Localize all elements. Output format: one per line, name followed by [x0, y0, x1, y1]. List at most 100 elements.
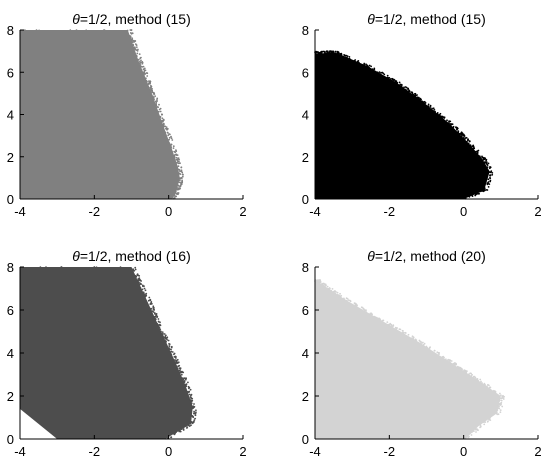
subplot-4-x-tick-label: 2 [534, 444, 541, 459]
subplot-2-point [383, 73, 386, 76]
subplot-2-point [487, 186, 490, 188]
subplot-1-point [140, 59, 142, 62]
subplot-4-point [499, 392, 501, 395]
subplot-1-point [151, 91, 154, 94]
subplot-3-point [141, 284, 144, 287]
subplot-1: -4 -2 0 2 0 2 4 6 8 θ=1/2, method (15) [7, 11, 247, 219]
subplot-3-point [138, 283, 141, 286]
subplot-2-point [482, 189, 485, 192]
subplot-1-x-tick-label: 2 [239, 204, 246, 219]
subplot-1-point [130, 41, 133, 43]
subplot-1-point [168, 141, 170, 144]
subplot-1-point [177, 192, 180, 194]
subplot-4-point [326, 285, 329, 288]
subplot-1-point [159, 116, 162, 118]
subplot-2-point [382, 72, 385, 75]
subplot-4-title: θ=1/2, method (20) [367, 248, 486, 264]
subplot-3-point [166, 339, 169, 341]
subplot-4-x-tick-label: -2 [384, 444, 396, 459]
subplot-4-point [470, 375, 473, 377]
subplot-4-point [316, 281, 319, 283]
subplot-2-y-tick-label: 0 [302, 192, 309, 207]
subplot-3-point [171, 351, 174, 353]
subplot-1-point [174, 192, 177, 195]
subplot-1-point [132, 44, 135, 47]
subplot-1-point [150, 85, 153, 88]
subplot-3-point [189, 396, 192, 398]
subplot-4-point [404, 331, 407, 334]
subplot-4-point [468, 373, 470, 375]
subplot-4-y-tick-label: 2 [302, 389, 309, 404]
subplot-3-point [167, 339, 170, 342]
subplot-4-point [487, 420, 489, 423]
subplot-1-point [129, 35, 132, 38]
subplot-2-point [407, 90, 410, 93]
subplot-3-point [95, 266, 98, 269]
subplot-1-point [69, 29, 72, 32]
subplot-4-point [481, 382, 483, 384]
subplot-3-point [177, 361, 180, 364]
subplot-2-point [487, 178, 490, 181]
subplot-4-x-tick-label: -4 [309, 444, 321, 459]
subplot-2-point [468, 195, 471, 198]
subplot-1-point [172, 147, 175, 150]
subplot-1-y-tick-label: 4 [7, 108, 14, 123]
subplot-2-point [468, 140, 471, 143]
subplot-3-point [155, 314, 158, 316]
subplot-1-x-tick-label: 0 [165, 204, 172, 219]
subplot-2-x-tick-label: 2 [534, 204, 541, 219]
subplot-2: -4 -2 0 2 0 2 4 6 8 θ=1/2, method (15) [302, 11, 542, 219]
subplot-2-point [368, 66, 370, 69]
subplot-4-point [407, 333, 410, 336]
subplot-3-point [160, 330, 162, 333]
subplot-1-point [143, 71, 145, 74]
subplot-4-point [448, 360, 451, 362]
subplot-2-point [386, 76, 389, 79]
subplot-3-point [140, 283, 143, 285]
subplot-4-point [318, 279, 321, 281]
subplot-1-point [138, 53, 141, 55]
subplot-2-point [431, 109, 434, 112]
subplot-1-point [130, 38, 132, 41]
subplot-4-point [495, 412, 498, 415]
subplot-4-point [496, 409, 499, 412]
subplot-1-x-tick-label: -4 [14, 204, 26, 219]
subplot-2-point [373, 68, 376, 71]
subplot-3-title-symbol: θ [72, 248, 80, 264]
subplot-3-point [175, 357, 177, 359]
subplot-2-title-text: =1/2, method (15) [375, 11, 486, 27]
subplot-3-point [179, 369, 181, 372]
subplot-3-point [162, 332, 164, 335]
subplot-3-y-tick-label: 6 [7, 303, 14, 318]
subplot-2-y-tick-label: 2 [302, 150, 309, 165]
subplot-2-point [483, 187, 486, 189]
subplot-3-point [177, 365, 180, 368]
subplot-3-point [183, 381, 186, 384]
subplot-1-title: θ=1/2, method (15) [72, 11, 191, 27]
subplot-3-point [188, 393, 191, 396]
subplot-3-point [190, 420, 193, 423]
subplot-3-point [191, 397, 194, 400]
subplot-1-point [144, 73, 147, 75]
subplot-3-point [157, 320, 160, 323]
subplot-1-point [130, 32, 133, 35]
subplot-1-point [171, 150, 173, 153]
subplot-2-point [400, 83, 403, 86]
subplot-4-point [501, 405, 504, 408]
subplot-1-point [177, 184, 180, 187]
subplot-4-edge-points [314, 279, 505, 439]
subplot-4-point [462, 370, 465, 373]
subplot-2-title-symbol: θ [367, 11, 375, 27]
subplot-3-point [147, 299, 150, 302]
subplot-3-point [173, 352, 176, 355]
subplot-1-point [38, 29, 40, 32]
subplot-2-point [363, 62, 366, 65]
subplot-4-scatter-region [315, 282, 501, 439]
subplot-2-point [455, 126, 458, 129]
subplot-4-point [500, 399, 503, 402]
subplot-2-point [477, 192, 479, 195]
subplot-2-point [339, 53, 342, 55]
subplot-2-point [423, 100, 426, 103]
subplot-2-point [320, 52, 322, 54]
subplot-3-point [187, 424, 190, 426]
